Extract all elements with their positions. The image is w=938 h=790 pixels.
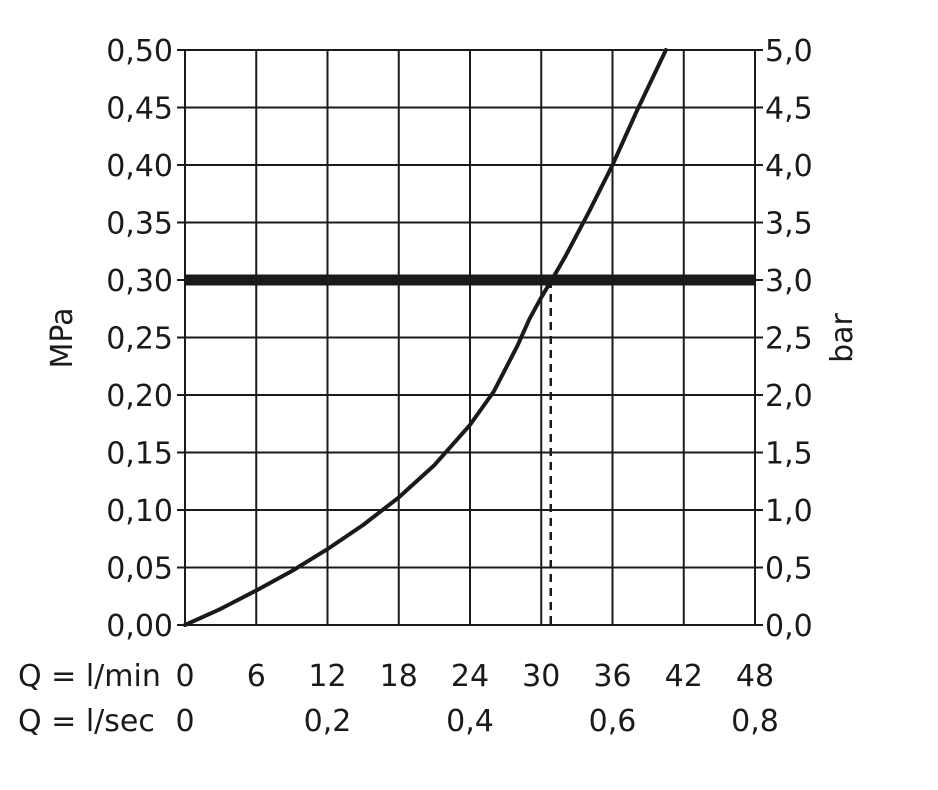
y-left-tick-label: 0,10 [106, 494, 173, 529]
y-left-tick-label: 0,20 [106, 379, 173, 414]
x-lsec-ticks: 0 0,2 0,4 0,6 0,8 [175, 704, 778, 739]
x-axis-lsec-title: Q = l/sec [18, 704, 155, 739]
y-left-tick-label: 0,50 [106, 34, 173, 69]
x-lsec-tick-label: 0,2 [304, 704, 352, 739]
grid [177, 49, 763, 626]
x-lmin-ticks: 0 6 12 18 24 30 36 42 48 [175, 659, 774, 694]
x-lmin-tick-label: 48 [736, 659, 774, 694]
x-lsec-tick-label: 0,8 [731, 704, 779, 739]
y-left-tick-label: 0,00 [106, 609, 173, 644]
y-left-tick-label: 0,05 [106, 552, 173, 587]
x-lmin-tick-label: 42 [665, 659, 703, 694]
y-axis-left-title: MPa [45, 307, 80, 368]
x-lsec-tick-label: 0 [175, 704, 194, 739]
pressure-loss-curve [183, 48, 668, 627]
y-left-tick-label: 0,45 [106, 92, 173, 127]
x-lmin-tick-label: 12 [308, 659, 346, 694]
x-axis-lmin-title: Q = l/min [18, 659, 161, 694]
y-right-tick-label: 0,5 [765, 552, 813, 587]
y-left-tick-label: 0,15 [106, 437, 173, 472]
x-lmin-tick-label: 18 [380, 659, 418, 694]
y-right-ticks: 0,0 0,5 1,0 1,5 2,0 2,5 3,0 3,5 4,0 4,5 5,0 [765, 34, 813, 644]
y-left-tick-label: 0,40 [106, 149, 173, 184]
x-lmin-tick-label: 0 [175, 659, 194, 694]
y-right-tick-label: 0,0 [765, 609, 813, 644]
y-right-tick-label: 3,5 [765, 207, 813, 242]
y-left-tick-label: 0,30 [106, 264, 173, 299]
y-right-tick-label: 2,0 [765, 379, 813, 414]
y-right-tick-label: 5,0 [765, 34, 813, 69]
y-right-tick-label: 1,5 [765, 437, 813, 472]
y-right-tick-label: 4,5 [765, 92, 813, 127]
x-lsec-tick-label: 0,6 [589, 704, 637, 739]
y-right-tick-label: 1,0 [765, 494, 813, 529]
y-right-tick-label: 4,0 [765, 149, 813, 184]
y-axis-right-title: bar [825, 312, 860, 362]
y-left-ticks: 0,00 0,05 0,10 0,15 0,20 0,25 0,30 0,35 0,40 0,45… [106, 34, 173, 644]
curve-layer [183, 48, 668, 627]
x-lmin-tick-label: 24 [451, 659, 489, 694]
x-lmin-tick-label: 30 [522, 659, 560, 694]
x-lmin-tick-label: 36 [593, 659, 631, 694]
reference-layer [185, 274, 755, 625]
y-right-tick-label: 2,5 [765, 322, 813, 357]
y-left-tick-label: 0,35 [106, 207, 173, 242]
x-lmin-tick-label: 6 [247, 659, 266, 694]
y-left-tick-label: 0,25 [106, 322, 173, 357]
y-right-tick-label: 3,0 [765, 264, 813, 299]
x-lsec-tick-label: 0,4 [446, 704, 494, 739]
